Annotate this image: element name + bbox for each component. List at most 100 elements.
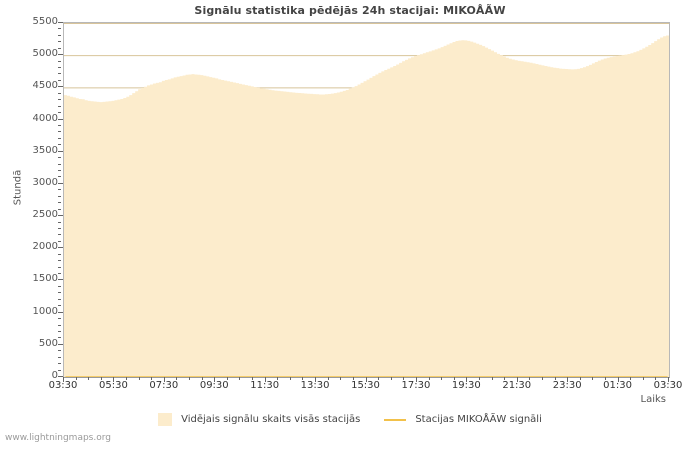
y-tick-minor <box>58 241 61 242</box>
y-tick-minor <box>58 41 61 42</box>
y-tick-minor <box>58 170 61 171</box>
x-tick-major <box>517 377 518 382</box>
x-tick-minor <box>592 377 593 380</box>
x-tick-minor <box>176 377 177 380</box>
y-tick-minor <box>58 363 61 364</box>
x-tick-minor <box>504 377 505 380</box>
y-tick-minor <box>58 370 61 371</box>
watermark-text: www.lightningmaps.org <box>5 433 111 443</box>
x-tick-minor <box>391 377 392 380</box>
y-tick-label: 1500 <box>12 274 58 284</box>
y-tick-minor <box>58 106 61 107</box>
y-tick-minor <box>58 99 61 100</box>
y-tick-minor <box>58 80 61 81</box>
y-tick-minor <box>58 331 61 332</box>
x-tick-minor <box>76 377 77 380</box>
y-tick-minor <box>58 164 61 165</box>
y-tick-minor <box>58 131 61 132</box>
y-tick-label: 2000 <box>12 242 58 252</box>
y-tick-minor <box>58 112 61 113</box>
x-tick-minor <box>555 377 556 380</box>
y-tick-minor <box>58 196 61 197</box>
x-tick-major <box>63 377 64 382</box>
legend-item[interactable]: Stacijas MIKOÅÃW signāli <box>384 414 542 425</box>
y-tick-label: 4000 <box>12 114 58 124</box>
x-tick-minor <box>227 377 228 380</box>
legend-line-swatch-icon <box>384 419 406 421</box>
x-tick-minor <box>542 377 543 380</box>
y-tick-label: 1000 <box>12 307 58 317</box>
y-tick-minor <box>58 157 61 158</box>
x-tick-minor <box>643 377 644 380</box>
y-tick-minor <box>58 144 61 145</box>
series-area-average <box>64 36 669 377</box>
x-tick-minor <box>492 377 493 380</box>
x-tick-minor <box>655 377 656 380</box>
plot-canvas <box>64 23 669 377</box>
x-tick-minor <box>328 377 329 380</box>
y-tick-minor <box>58 318 61 319</box>
x-tick-minor <box>479 377 480 380</box>
x-tick-minor <box>126 377 127 380</box>
x-tick-minor <box>454 377 455 380</box>
chart-title: Signālu statistika pēdējās 24h stacijai:… <box>0 4 700 17</box>
y-tick-minor <box>58 350 61 351</box>
x-tick-major <box>466 377 467 382</box>
legend-area-swatch-icon <box>158 413 172 426</box>
y-axis-title: Stundā <box>13 148 24 228</box>
y-tick-minor <box>58 325 61 326</box>
x-tick-minor <box>580 377 581 380</box>
chart-legend: Vidējais signālu skaits visās stacijās St… <box>0 413 700 426</box>
x-tick-minor <box>151 377 152 380</box>
legend-item-label: Vidējais signālu skaits visās stacijās <box>181 414 360 425</box>
x-tick-minor <box>139 377 140 380</box>
y-tick-minor <box>58 189 61 190</box>
y-tick-minor <box>58 209 61 210</box>
y-tick-minor <box>58 202 61 203</box>
x-tick-minor <box>630 377 631 380</box>
x-tick-minor <box>429 377 430 380</box>
y-tick-minor <box>58 299 61 300</box>
x-tick-minor <box>378 377 379 380</box>
plot-area <box>63 22 670 378</box>
x-tick-minor <box>252 377 253 380</box>
x-tick-minor <box>340 377 341 380</box>
y-tick-minor <box>58 73 61 74</box>
x-tick-minor <box>101 377 102 380</box>
x-tick-major <box>668 377 669 382</box>
y-tick-minor <box>58 93 61 94</box>
y-tick-minor <box>58 125 61 126</box>
y-tick-minor <box>58 254 61 255</box>
y-tick-minor <box>58 234 61 235</box>
x-tick-major <box>214 377 215 382</box>
y-tick-minor <box>58 228 61 229</box>
x-tick-minor <box>290 377 291 380</box>
y-tick-minor <box>58 61 61 62</box>
x-tick-minor <box>403 377 404 380</box>
y-tick-label: 500 <box>12 339 58 349</box>
x-tick-major <box>315 377 316 382</box>
y-tick-minor <box>58 357 61 358</box>
x-tick-major <box>567 377 568 382</box>
x-tick-minor <box>239 377 240 380</box>
x-tick-major <box>366 377 367 382</box>
y-tick-minor <box>58 267 61 268</box>
x-tick-major <box>113 377 114 382</box>
x-tick-minor <box>202 377 203 380</box>
chart-svg <box>64 23 669 377</box>
legend-item-label: Stacijas MIKOÅÃW signāli <box>415 414 542 425</box>
y-tick-minor <box>58 286 61 287</box>
x-tick-minor <box>353 377 354 380</box>
x-tick-minor <box>88 377 89 380</box>
x-tick-major <box>265 377 266 382</box>
y-tick-minor <box>58 337 61 338</box>
x-tick-major <box>618 377 619 382</box>
x-tick-minor <box>441 377 442 380</box>
y-tick-minor <box>58 176 61 177</box>
x-axis-title: Laiks <box>600 394 666 405</box>
legend-item[interactable]: Vidējais signālu skaits visās stacijās <box>158 413 360 426</box>
y-tick-minor <box>58 138 61 139</box>
y-tick-label: 5000 <box>12 49 58 59</box>
y-tick-minor <box>58 35 61 36</box>
y-tick-minor <box>58 273 61 274</box>
